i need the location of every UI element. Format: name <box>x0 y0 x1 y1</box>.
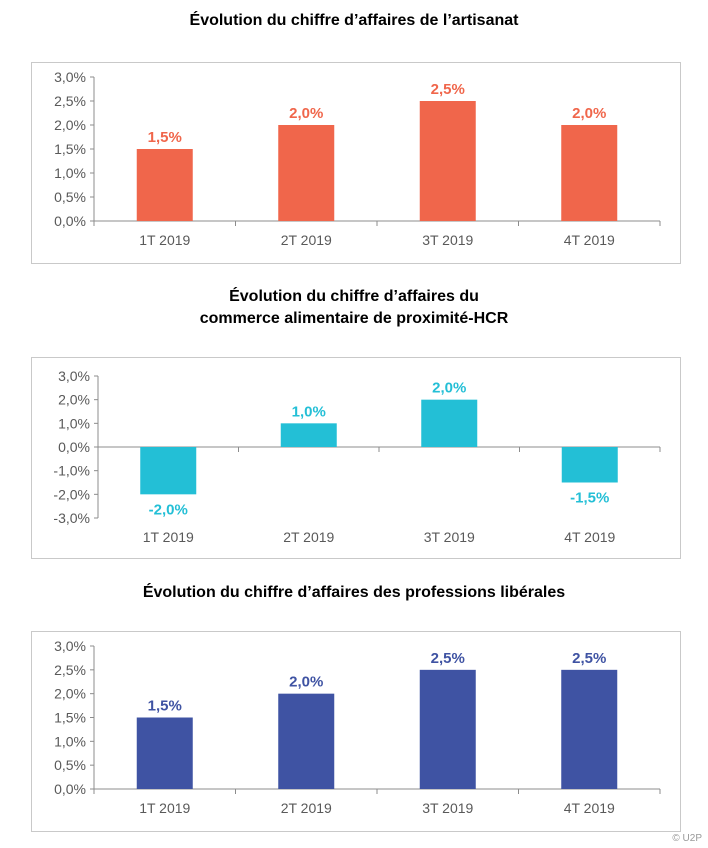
y-tick-label: 2,0% <box>58 392 90 408</box>
y-tick-label: 2,5% <box>54 662 86 678</box>
y-tick-label: 0,0% <box>54 781 86 797</box>
bar <box>561 125 618 221</box>
bar <box>136 717 193 789</box>
chart-1-panel: 3,0% 2,5% 2,0% 1,5% 1,0% 0,5% 0,0% 1,5% 1T 2019 2… <box>31 62 681 264</box>
bar <box>278 125 335 221</box>
data-label: 1,0% <box>292 403 326 420</box>
bar <box>561 669 618 789</box>
data-label: -2,0% <box>149 501 188 518</box>
data-label: 2,0% <box>289 674 323 691</box>
x-tick-label: 4T 2019 <box>564 529 615 545</box>
chart-3-title: Évolution du chiffre d’affaires des prof… <box>142 584 566 601</box>
data-label: 1,5% <box>148 698 182 715</box>
data-label: -1,5% <box>570 490 609 507</box>
x-tick-label: 2T 2019 <box>281 232 332 248</box>
chart-2-title-line-2: commerce alimentaire de proximité-HCR <box>199 310 509 327</box>
chart-3-svg: 3,0% 2,5% 2,0% 1,5% 1,0% 0,5% 0,0% 1,5% 1T 2019 2… <box>54 638 661 816</box>
bar <box>419 101 476 221</box>
chart-2-title-line-1: Évolution du chiffre d’affaires du <box>229 288 479 305</box>
bar <box>140 447 197 495</box>
x-tick-label: 4T 2019 <box>564 232 615 248</box>
data-label: 2,0% <box>572 105 606 122</box>
data-label: 1,5% <box>148 129 182 146</box>
y-tick-label: 0,5% <box>54 757 86 773</box>
y-tick-label: 1,0% <box>54 733 86 749</box>
y-tick-label: 0,5% <box>54 189 86 205</box>
y-tick-label: 1,5% <box>54 710 86 726</box>
y-tick-label: 1,0% <box>58 415 90 431</box>
data-label: 2,0% <box>432 380 466 397</box>
x-tick-label: 1T 2019 <box>139 232 190 248</box>
bar <box>136 149 193 221</box>
data-label: 2,0% <box>289 105 323 122</box>
y-tick-label: 2,0% <box>54 117 86 133</box>
x-tick-label: 1T 2019 <box>139 800 190 816</box>
chart-2-panel: 3,0% 2,0% 1,0% 0,0% -1,0% -2,0% -3,0% -2,0% 1T 2… <box>31 357 681 559</box>
data-label: 2,5% <box>431 650 465 667</box>
chart-2-svg: 3,0% 2,0% 1,0% 0,0% -1,0% -2,0% -3,0% -2,0% 1T 2… <box>53 368 661 545</box>
bar <box>421 399 478 447</box>
chart-3-panel: 3,0% 2,5% 2,0% 1,5% 1,0% 0,5% 0,0% 1,5% 1T 2019 2… <box>31 631 681 832</box>
x-tick-label: 2T 2019 <box>281 800 332 816</box>
chart-1-title: Évolution du chiffre d’affaires de l’art… <box>189 12 519 29</box>
x-tick-label: 1T 2019 <box>143 529 194 545</box>
y-tick-label: 0,0% <box>54 213 86 229</box>
data-label: 2,5% <box>431 81 465 98</box>
y-tick-label: -2,0% <box>53 486 90 502</box>
y-tick-label: -3,0% <box>53 510 90 526</box>
chart-1-svg: 3,0% 2,5% 2,0% 1,5% 1,0% 0,5% 0,0% 1,5% 1T 2019 2… <box>54 69 661 248</box>
y-tick-label: 3,0% <box>54 638 86 654</box>
x-tick-label: 3T 2019 <box>422 800 473 816</box>
bar <box>278 693 335 789</box>
x-tick-label: 3T 2019 <box>422 232 473 248</box>
y-tick-label: 1,5% <box>54 141 86 157</box>
x-tick-label: 3T 2019 <box>424 529 475 545</box>
y-tick-label: 3,0% <box>58 368 90 384</box>
data-label: 2,5% <box>572 650 606 667</box>
bar <box>419 669 476 789</box>
y-tick-label: 2,0% <box>54 686 86 702</box>
y-tick-label: 3,0% <box>54 69 86 85</box>
bar <box>561 447 618 483</box>
copyright-text: © U2P <box>672 833 702 844</box>
x-tick-label: 4T 2019 <box>564 800 615 816</box>
y-tick-label: 0,0% <box>58 439 90 455</box>
y-tick-label: 1,0% <box>54 165 86 181</box>
bar <box>280 423 337 447</box>
x-tick-label: 2T 2019 <box>283 529 334 545</box>
y-tick-label: 2,5% <box>54 93 86 109</box>
y-tick-label: -1,0% <box>53 463 90 479</box>
